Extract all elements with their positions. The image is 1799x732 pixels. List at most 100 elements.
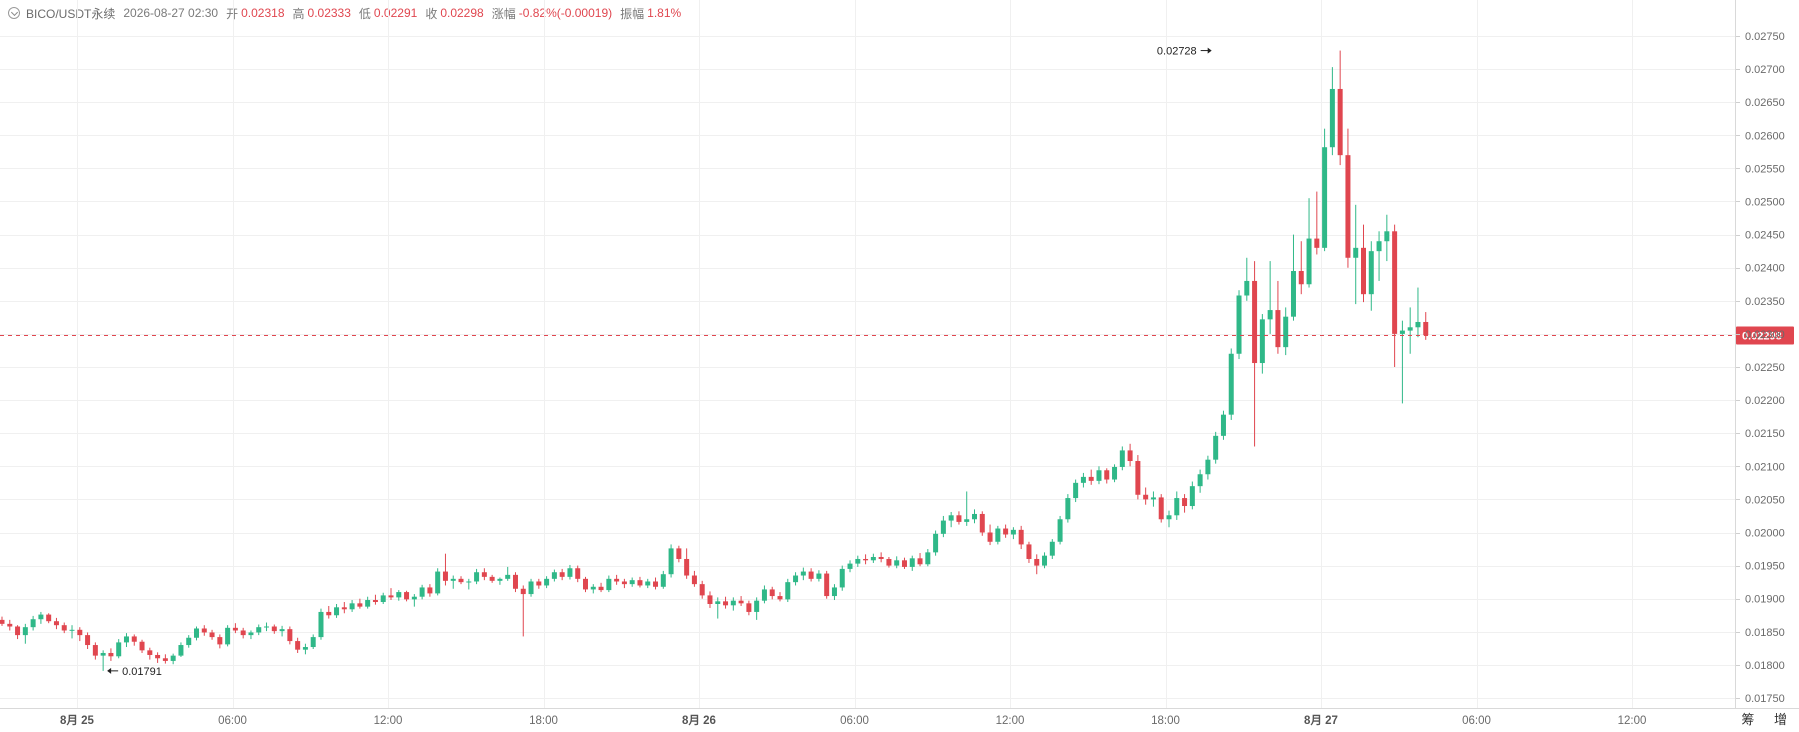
- candle-body: [583, 578, 588, 590]
- candle: [1127, 443, 1133, 467]
- candle: [831, 584, 837, 601]
- candle-body: [22, 627, 28, 636]
- candle-body: [30, 619, 36, 628]
- candle-body: [1018, 529, 1024, 545]
- candle-body: [326, 611, 332, 616]
- candle: [22, 623, 28, 644]
- candle-body: [1236, 295, 1242, 354]
- candle-body: [1088, 476, 1094, 481]
- candle: [310, 634, 316, 650]
- candle: [691, 570, 697, 587]
- candle: [341, 602, 347, 614]
- y-tick-label: 0.02600: [1745, 130, 1785, 142]
- candle: [1010, 527, 1016, 540]
- candle-body: [1042, 555, 1048, 566]
- amplitude-value: 1.81%: [647, 6, 682, 20]
- candle-body: [1267, 310, 1273, 320]
- y-tick-label: 0.01800: [1745, 660, 1785, 672]
- candle: [186, 635, 192, 648]
- candle-body: [925, 552, 931, 565]
- candle: [551, 569, 557, 582]
- candle: [178, 642, 184, 657]
- collapse-chevron-icon[interactable]: [8, 7, 20, 19]
- candle: [590, 584, 596, 594]
- candle-body: [1361, 247, 1366, 295]
- candle: [754, 597, 760, 620]
- candle-body: [1368, 251, 1374, 295]
- time-axis[interactable]: 8月 25 06:00 12:00 18:00 8月 26 06:00 12:00 18:00…: [0, 708, 1799, 728]
- candle-body: [629, 580, 635, 585]
- candle: [123, 633, 129, 648]
- corner-tools[interactable]: 筹 增: [1741, 712, 1795, 727]
- candle-body: [816, 573, 822, 579]
- candle-body: [1423, 321, 1429, 336]
- candle-body: [1384, 231, 1390, 242]
- x-tick-label: 12:00: [1618, 715, 1647, 727]
- candle-body: [1329, 88, 1335, 148]
- low-value: 0.02291: [373, 6, 418, 20]
- candle: [520, 585, 526, 637]
- candle: [668, 544, 674, 578]
- candle-body: [194, 628, 199, 638]
- candle-body: [92, 645, 98, 656]
- candle-body: [1150, 497, 1156, 500]
- candle-body: [855, 558, 861, 564]
- candle: [155, 652, 161, 663]
- candle-body: [653, 581, 659, 587]
- candle-body: [909, 558, 915, 567]
- candle: [404, 590, 410, 602]
- candle-body: [458, 578, 464, 583]
- candle: [1073, 479, 1079, 503]
- candle: [287, 626, 293, 645]
- candle: [972, 509, 977, 524]
- candle: [1353, 204, 1359, 305]
- high-annotation: 0.02728: [1157, 46, 1197, 58]
- candle-body: [948, 515, 954, 521]
- candle: [956, 511, 962, 525]
- candle-body: [1275, 310, 1281, 348]
- candle: [450, 575, 456, 589]
- candle: [326, 605, 332, 619]
- x-tick-label: 06:00: [218, 715, 247, 727]
- candle-body: [1182, 498, 1188, 507]
- candle: [489, 574, 495, 583]
- candle-body: [1345, 155, 1351, 258]
- candle: [886, 556, 892, 568]
- candle: [170, 653, 176, 665]
- last-price-badge: [1736, 326, 1794, 345]
- candle-body: [1127, 450, 1133, 462]
- candle-body: [1407, 327, 1413, 331]
- candle: [1259, 314, 1265, 374]
- candle-body: [1213, 435, 1219, 460]
- candle: [1205, 455, 1211, 480]
- candle-body: [1244, 280, 1250, 296]
- candle-body: [349, 603, 355, 610]
- candle-body: [1205, 459, 1211, 475]
- candle-body: [1314, 238, 1320, 248]
- candle-body: [334, 607, 340, 616]
- candle-body: [139, 641, 145, 651]
- candle-body: [396, 592, 402, 598]
- candle: [357, 598, 363, 609]
- symbol-label: BICO/USDT永续: [26, 6, 116, 21]
- candle-body: [645, 581, 651, 586]
- candle-body: [1080, 476, 1086, 483]
- candle: [1329, 67, 1335, 156]
- candle: [544, 576, 550, 589]
- candle: [1104, 468, 1110, 484]
- candle: [637, 576, 643, 588]
- candle: [1057, 515, 1063, 545]
- candle-body: [1189, 486, 1195, 507]
- candle-body: [365, 600, 371, 607]
- candle: [131, 634, 137, 646]
- candle-body: [147, 650, 153, 655]
- candle: [1096, 466, 1102, 485]
- candle-body: [730, 600, 736, 606]
- candle-body: [870, 556, 876, 561]
- candle-body: [1119, 450, 1125, 467]
- candle: [847, 560, 853, 573]
- candle: [1197, 469, 1203, 493]
- price-axis[interactable]: 0.01750 0.01800 0.01850 0.01900 0.01950 0.020…: [1735, 0, 1785, 708]
- candle: [1384, 214, 1390, 262]
